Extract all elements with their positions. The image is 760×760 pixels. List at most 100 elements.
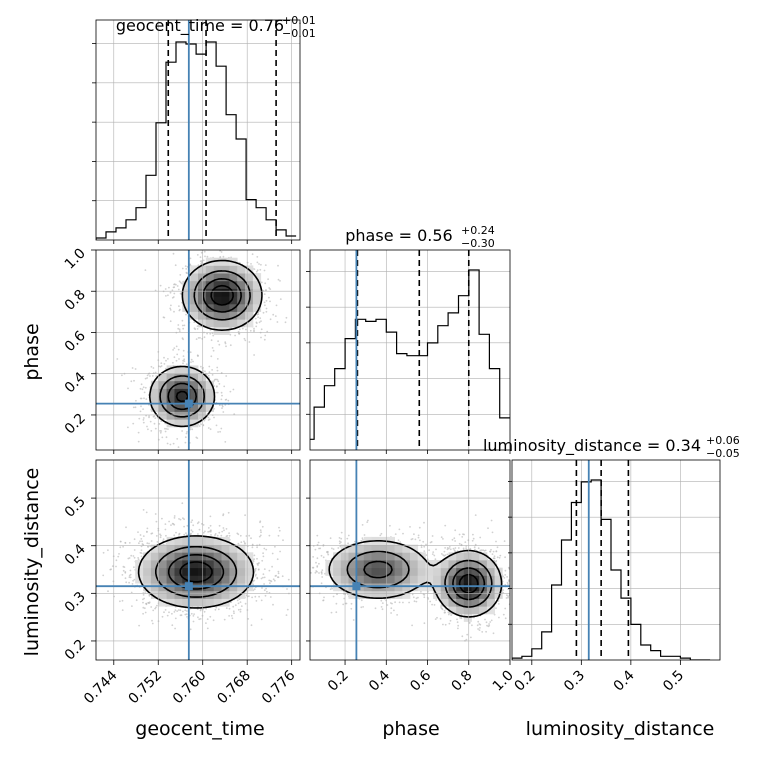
scatter-point	[215, 606, 218, 609]
scatter-point	[133, 566, 135, 569]
scatter-point	[473, 546, 476, 549]
scatter-point	[160, 420, 163, 422]
scatter-point	[261, 587, 263, 589]
scatter-point	[244, 339, 247, 342]
scatter-point	[262, 552, 264, 555]
scatter-point	[446, 553, 449, 556]
scatter-point	[183, 360, 186, 362]
scatter-point	[262, 555, 265, 558]
density-cell	[213, 265, 222, 274]
scatter-point	[171, 289, 174, 292]
scatter-point	[91, 591, 93, 593]
scatter-point	[422, 593, 425, 596]
scatter-point	[419, 539, 421, 542]
scatter-point	[227, 511, 230, 514]
scatter-point	[150, 430, 153, 432]
density-cell	[237, 303, 246, 312]
scatter-point	[491, 531, 494, 534]
scatter-point	[268, 579, 271, 582]
scatter-point	[260, 531, 262, 534]
scatter-point	[480, 549, 483, 552]
scatter-point	[269, 579, 272, 582]
scatter-point	[139, 534, 142, 536]
density-cell	[237, 311, 246, 320]
density-cell	[213, 552, 222, 561]
scatter-point	[177, 288, 180, 291]
scatter-point	[256, 261, 259, 264]
scatter-point	[434, 558, 437, 561]
density-cell	[198, 303, 207, 312]
scatter-point	[308, 577, 310, 579]
scatter-point	[148, 416, 150, 419]
scatter-point	[134, 406, 137, 409]
scatter-point	[185, 532, 187, 535]
scatter-point	[257, 313, 260, 315]
scatter-point	[278, 526, 280, 529]
scatter-point	[247, 618, 250, 620]
density-cell	[150, 396, 160, 405]
scatter-point	[181, 430, 184, 432]
scatter-point	[148, 415, 151, 417]
scatter-point	[164, 528, 167, 531]
scatter-point	[138, 542, 140, 545]
scatter-point	[167, 358, 169, 360]
scatter-point	[183, 533, 186, 536]
density-cell	[198, 590, 207, 599]
scatter-point	[212, 334, 215, 337]
scatter-point	[258, 263, 260, 265]
scatter-point	[132, 555, 135, 557]
density-cell	[198, 319, 207, 328]
density-cell	[182, 365, 191, 374]
scatter-point	[233, 612, 235, 615]
scatter-point	[259, 268, 262, 271]
scatter-point	[265, 299, 268, 302]
scatter-point	[352, 619, 355, 621]
scatter-point	[260, 281, 263, 284]
scatter-point	[402, 601, 404, 604]
scatter-point	[231, 617, 234, 620]
scatter-point	[186, 431, 188, 433]
scatter-point	[173, 517, 176, 519]
scatter-point	[248, 234, 250, 236]
density-cell	[158, 373, 167, 382]
density-cell	[190, 403, 199, 412]
scatter-point	[218, 524, 221, 527]
density-cell	[221, 288, 230, 297]
scatter-point	[128, 542, 131, 544]
scatter-point	[160, 362, 163, 365]
density-panel-geocent_time-phase	[116, 234, 288, 448]
density-cell	[150, 380, 160, 389]
scatter-point	[175, 283, 177, 286]
scatter-point	[154, 371, 157, 374]
scatter-point	[196, 328, 199, 330]
density-cell	[245, 319, 254, 328]
scatter-point	[148, 542, 150, 545]
scatter-point	[381, 608, 384, 611]
scatter-point	[193, 321, 196, 324]
scatter-point	[265, 587, 267, 590]
density-cell	[166, 388, 175, 397]
scatter-point	[418, 526, 421, 529]
scatter-point	[137, 531, 139, 533]
scatter-point	[236, 247, 238, 249]
scatter-point	[165, 359, 167, 362]
scatter-point	[477, 628, 479, 630]
scatter-point	[131, 605, 133, 607]
scatter-point	[253, 329, 255, 332]
density-cell	[237, 552, 246, 561]
density-cell	[221, 560, 230, 569]
scatter-point	[179, 292, 182, 295]
density-cell	[158, 396, 167, 405]
density-cell	[221, 303, 230, 312]
scatter-point	[461, 635, 464, 638]
scatter-point	[107, 590, 109, 593]
scatter-point	[209, 515, 212, 518]
scatter-point	[515, 594, 517, 596]
density-cell	[190, 303, 199, 312]
scatter-point	[193, 327, 196, 330]
scatter-point	[132, 422, 135, 425]
density-cell	[182, 590, 191, 599]
density-cell	[237, 544, 246, 553]
scatter-point	[209, 332, 212, 335]
scatter-point	[399, 541, 402, 543]
